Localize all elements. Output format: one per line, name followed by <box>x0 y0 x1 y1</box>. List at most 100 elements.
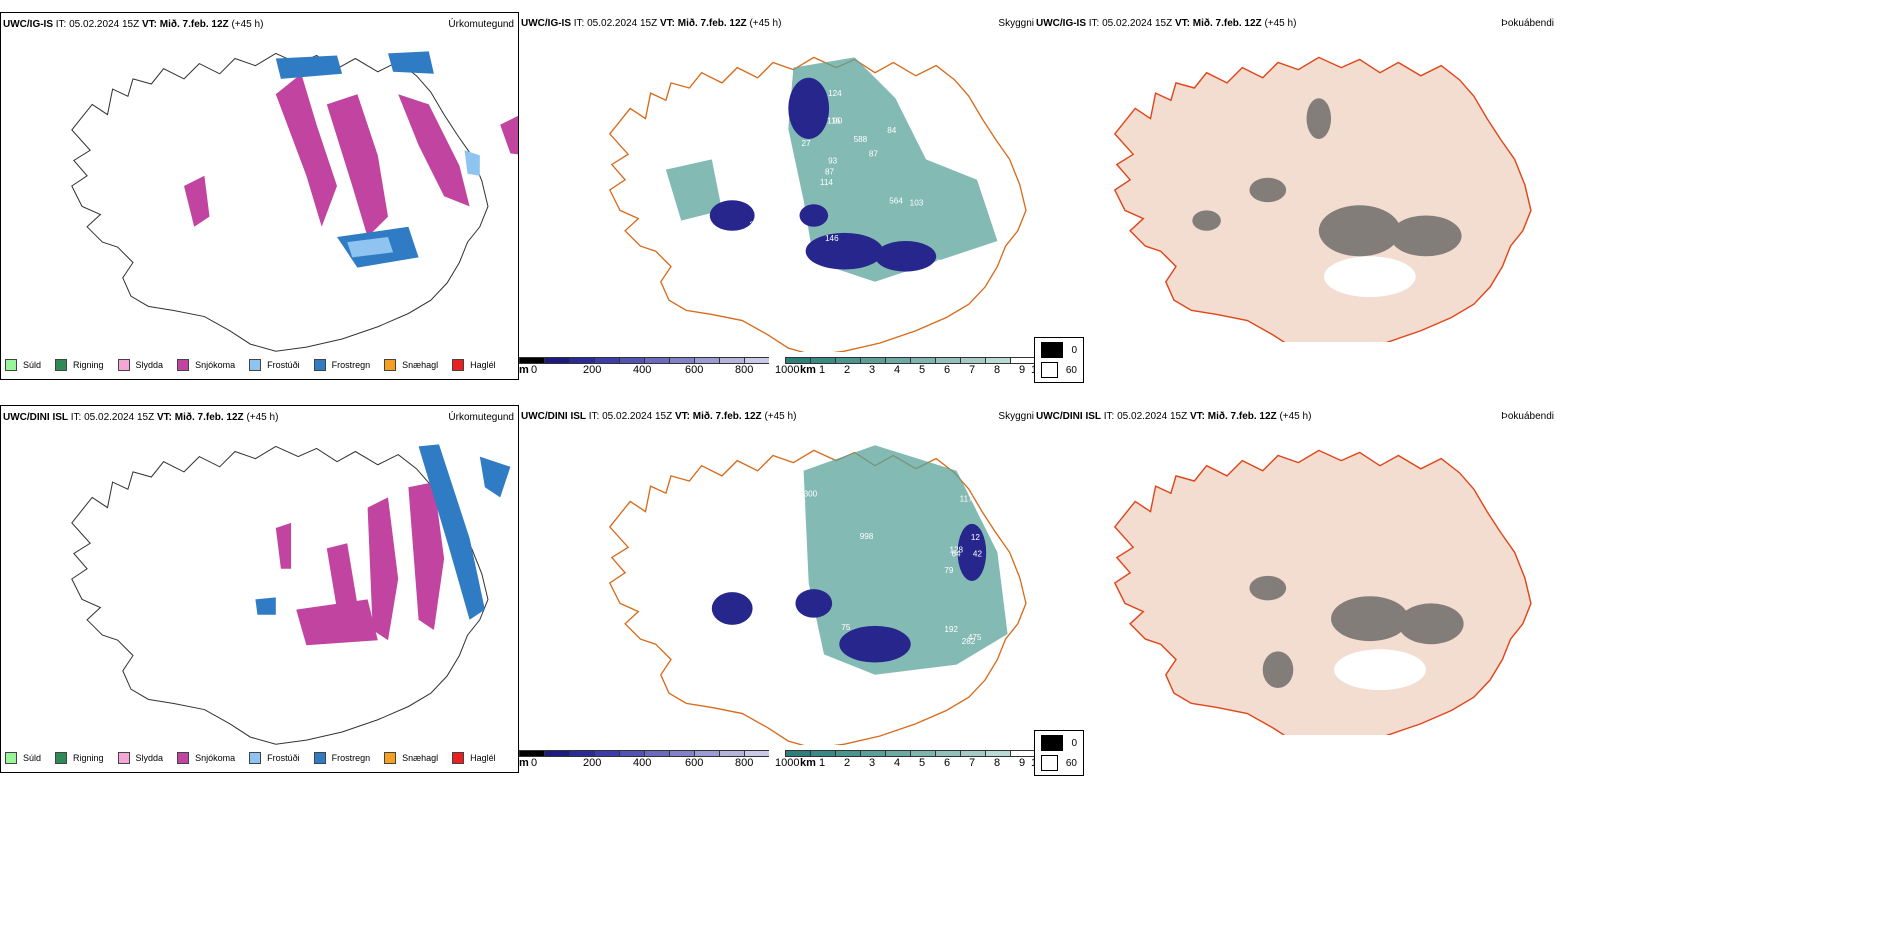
lead-time: (+45 h) <box>246 412 279 423</box>
model-name: UWC/IG-IS <box>521 18 571 29</box>
visibility-value-label: 79 <box>731 519 741 528</box>
colorbar-swatch <box>985 357 1010 364</box>
header-bottom-precip: UWC/DINI ISL IT: 05.02.2024 15Z VT: Mið.… <box>3 412 278 423</box>
colorbar-swatch <box>835 750 860 757</box>
tick: 400 <box>633 364 652 376</box>
product-title-precip: Úrkomutegund <box>448 19 514 30</box>
lead-time: (+45 h) <box>1264 18 1297 29</box>
colorbar-swatch <box>810 750 835 757</box>
valid-label: VT: <box>659 18 675 29</box>
visibility-value-label: 84 <box>887 126 897 135</box>
visibility-value-label: 87 <box>825 168 835 177</box>
product-title-visibility: Skyggni <box>998 18 1034 29</box>
visibility-value-label: 135 <box>962 108 976 117</box>
fog-legend: 0 60 <box>1034 337 1084 383</box>
legend-label: Frostúði <box>267 753 300 763</box>
visibility-value-label: 588 <box>854 135 868 144</box>
visibility-panel-bottom: 192 12 475 998 79 300 128 117 117 103 42 79 79 254 214… <box>519 405 1043 773</box>
header-bottom-visibility: UWC/DINI ISL IT: 05.02.2024 15Z VT: Mið.… <box>521 411 796 422</box>
fog-legend-label: 0 <box>1071 737 1077 749</box>
fog-legend-swatch <box>1041 342 1064 358</box>
valid-label: VT: <box>674 411 690 422</box>
model-name: UWC/DINI ISL <box>3 412 68 423</box>
colorbar-swatch <box>694 750 719 757</box>
visibility-map-bottom: 192 12 475 998 79 300 128 117 117 103 42 79 79 254 214… <box>609 445 1027 745</box>
legend-item: Rigning <box>55 359 104 371</box>
product-title-fog: Þokuábendi <box>1501 411 1554 422</box>
fog-legend: 0 60 <box>1034 730 1084 776</box>
header-top-fog: UWC/IG-IS IT: 05.02.2024 15Z VT: Mið. 7.… <box>1036 18 1296 29</box>
legend-item: Haglél <box>452 359 496 371</box>
colorbar-swatch <box>694 357 719 364</box>
tick: 6 <box>944 757 951 769</box>
tick: 1000 <box>775 364 800 376</box>
visibility-value-label: 308 <box>986 151 1000 160</box>
legend-label: Frostregn <box>331 360 371 370</box>
init-time: IT: 05.02.2024 15Z <box>1088 18 1173 29</box>
legend-label: Haglél <box>470 360 496 370</box>
product-title-fog: Þokuábendi <box>1501 18 1554 29</box>
colorbar-swatch <box>619 750 644 757</box>
tick: 800 <box>735 364 754 376</box>
header-top-visibility: UWC/IG-IS IT: 05.02.2024 15Z VT: Mið. 7.… <box>521 18 781 29</box>
fog-map-bottom <box>1114 449 1532 735</box>
visibility-value-label: 475 <box>968 633 982 642</box>
visibility-value-label: 195 <box>740 158 754 167</box>
visibility-value-label: 210 <box>762 510 776 519</box>
visibility-value-label: 282 <box>962 637 976 646</box>
colorbar-swatch <box>644 357 669 364</box>
colorbar-swatch <box>544 750 569 757</box>
legend-label: Snjókoma <box>195 753 236 763</box>
visibility-value-label: 685 <box>754 263 768 272</box>
legend-swatch <box>55 752 68 764</box>
fog-clear-area <box>1323 256 1416 298</box>
visibility-value-label: 75 <box>841 623 851 632</box>
valid-label: VT: <box>1189 411 1205 422</box>
colorbar-swatch <box>910 750 935 757</box>
fog-map-top <box>1114 56 1532 342</box>
freezing-band <box>255 444 511 620</box>
visibility-value-label: 102 <box>742 584 756 593</box>
tick: 9 <box>1019 364 1026 376</box>
colorbar-swatch <box>960 750 985 757</box>
precip-legend: Súld Rigning Slydda Snjókoma Frostúði Fr… <box>5 752 510 764</box>
visibility-value-label: 146 <box>825 234 839 243</box>
valid-label: VT: <box>1174 18 1190 29</box>
visibility-value-label: 93 <box>828 156 838 165</box>
visibility-value-label: 117 <box>960 494 973 503</box>
tick-unit-km: km <box>800 757 816 769</box>
visibility-shade <box>803 445 1008 675</box>
visibility-value-label: 124 <box>828 89 842 98</box>
legend-label: Haglél <box>470 753 496 763</box>
visibility-value-label: 42 <box>973 549 983 558</box>
visibility-value-label: 114 <box>820 178 833 187</box>
snow-band <box>275 482 445 646</box>
fog-shade <box>1249 575 1464 689</box>
legend-item: Slydda <box>117 359 163 371</box>
legend-swatch <box>55 359 68 371</box>
visibility-value-label: 116 <box>827 117 840 126</box>
valid-label: VT: <box>156 412 172 423</box>
legend-label: Frostúði <box>267 360 300 370</box>
colorbar-swatch <box>719 357 744 364</box>
visibility-value-label: 234 <box>958 260 972 269</box>
visibility-value-label: 998 <box>860 532 874 541</box>
visibility-value-label: 71 <box>906 97 916 106</box>
tick: 5 <box>919 364 926 376</box>
colorbar-swatch <box>594 357 619 364</box>
visibility-value-label: 214 <box>736 627 750 636</box>
tick: 200 <box>583 364 602 376</box>
tick: 8 <box>994 757 1001 769</box>
visibility-value-label: 79 <box>944 566 954 575</box>
fog-shade <box>1192 98 1462 257</box>
visibility-value-label: 103 <box>772 535 786 544</box>
legend-swatch <box>452 359 465 371</box>
tick: 800 <box>735 757 754 769</box>
legend-label: Slydda <box>135 753 164 763</box>
fog-legend-row: 60 <box>1041 755 1077 771</box>
header-bottom-fog: UWC/DINI ISL IT: 05.02.2024 15Z VT: Mið.… <box>1036 411 1311 422</box>
model-name: UWC/DINI ISL <box>1036 411 1101 422</box>
legend-swatch <box>313 359 326 371</box>
colorbar-swatch <box>1010 750 1035 757</box>
legend-swatch <box>384 752 397 764</box>
